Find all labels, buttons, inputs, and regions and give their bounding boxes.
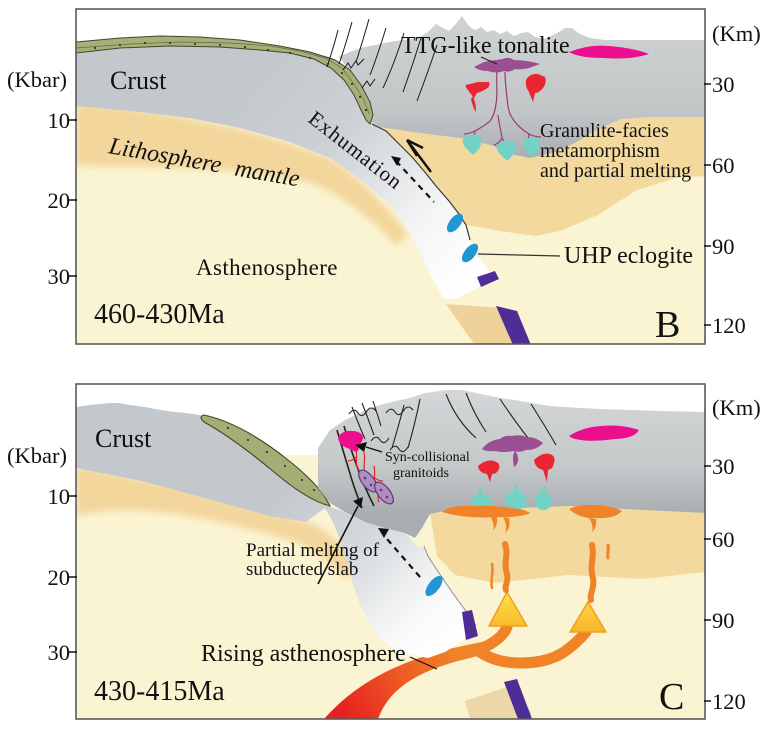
svg-text:10: 10 [48,484,71,509]
svg-text:Granulite-facies: Granulite-facies [540,120,669,142]
svg-text:Rising asthenosphere: Rising asthenosphere [201,641,406,667]
svg-text:UHP eclogite: UHP eclogite [564,243,693,269]
svg-text:granitoids: granitoids [393,466,449,481]
svg-text:60: 60 [712,527,735,552]
svg-text:20: 20 [48,188,71,213]
svg-text:30: 30 [712,454,735,479]
svg-text:C: C [659,676,684,718]
svg-text:30: 30 [712,72,735,97]
svg-text:30: 30 [48,264,71,289]
svg-text:TTG-like tonalite: TTG-like tonalite [401,33,570,59]
svg-text:Asthenosphere: Asthenosphere [196,255,338,280]
svg-text:Crust: Crust [110,66,167,95]
svg-text:120: 120 [712,313,746,338]
svg-text:430-415Ma: 430-415Ma [94,676,225,707]
svg-text:30: 30 [48,640,71,665]
svg-text:90: 90 [712,234,735,259]
svg-text:B: B [655,304,680,346]
svg-text:90: 90 [712,608,735,633]
svg-text:20: 20 [48,565,71,590]
svg-text:metamorphism: metamorphism [540,140,660,162]
svg-text:Syn-collisional: Syn-collisional [385,450,470,465]
svg-text:10: 10 [48,108,71,133]
svg-text:(Kbar): (Kbar) [7,67,67,92]
svg-text:460-430Ma: 460-430Ma [94,299,225,330]
svg-text:(Kbar): (Kbar) [7,443,67,468]
svg-text:Crust: Crust [95,424,152,453]
svg-text:Partial melting of: Partial melting of [246,540,380,561]
svg-text:and partial melting: and partial melting [540,160,691,182]
svg-text:60: 60 [712,153,735,178]
svg-text:(Km): (Km) [712,21,761,46]
svg-text:subducted slab: subducted slab [246,559,358,580]
svg-text:120: 120 [712,689,746,714]
svg-text:(Km): (Km) [712,395,761,420]
